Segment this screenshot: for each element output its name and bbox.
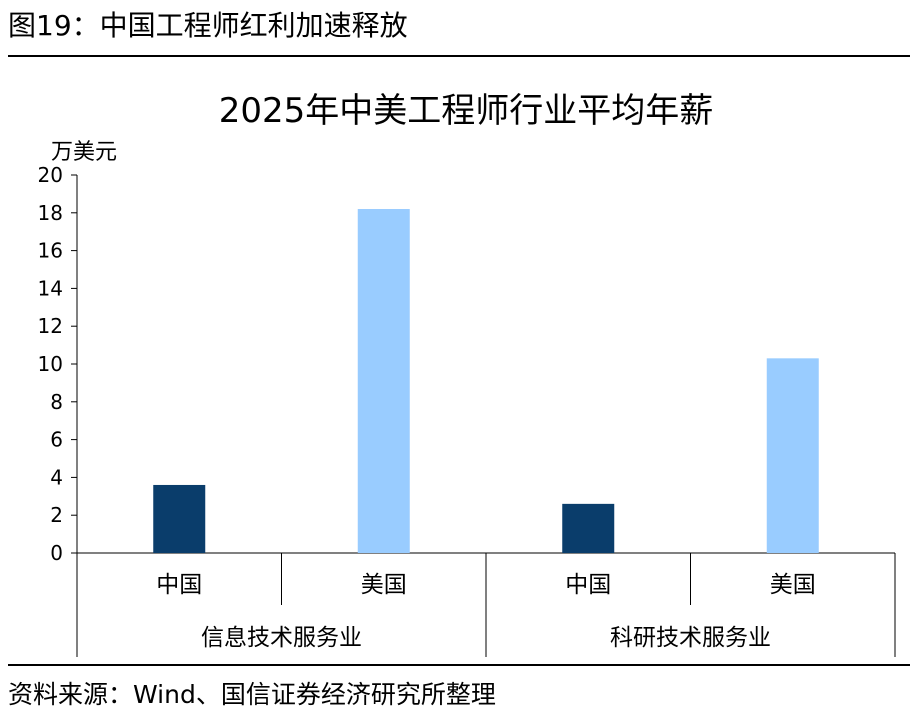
bar-chart: 2025年中美工程师行业平均年薪 万美元 0 2 4 6 8 10 12 14 16 18 20 中国… bbox=[38, 91, 896, 657]
y-tick-label: 8 bbox=[50, 390, 63, 414]
y-tick-label: 18 bbox=[38, 201, 63, 225]
bottom-rule bbox=[8, 664, 910, 666]
y-tick-label: 10 bbox=[38, 352, 63, 376]
y-tick-label: 16 bbox=[38, 239, 63, 263]
category-label: 美国 bbox=[361, 572, 407, 598]
group-label: 科研技术服务业 bbox=[610, 625, 771, 651]
y-tick-label: 14 bbox=[38, 276, 63, 300]
bar-2-1 bbox=[562, 503, 615, 553]
y-tick-label: 4 bbox=[50, 465, 63, 489]
source-note: 资料来源：Wind、国信证券经济研究所整理 bbox=[8, 680, 496, 709]
bar-1-1 bbox=[153, 484, 206, 553]
y-tick-label: 2 bbox=[50, 503, 63, 527]
bar-1-2 bbox=[357, 209, 410, 553]
figure-title: 图19：中国工程师红利加速释放 bbox=[8, 9, 408, 42]
y-tick-label: 0 bbox=[50, 541, 63, 565]
chart-title: 2025年中美工程师行业平均年薪 bbox=[219, 91, 714, 131]
category-label: 美国 bbox=[770, 572, 816, 598]
y-tick-label: 12 bbox=[38, 314, 63, 338]
y-tick-label: 6 bbox=[50, 428, 63, 452]
category-label: 中国 bbox=[565, 572, 611, 598]
bar-2-2 bbox=[766, 358, 819, 553]
top-rule bbox=[8, 55, 910, 57]
y-axis-label: 万美元 bbox=[51, 140, 117, 165]
group-label: 信息技术服务业 bbox=[201, 625, 362, 651]
category-label: 中国 bbox=[156, 572, 202, 598]
y-tick-label: 20 bbox=[38, 163, 63, 187]
